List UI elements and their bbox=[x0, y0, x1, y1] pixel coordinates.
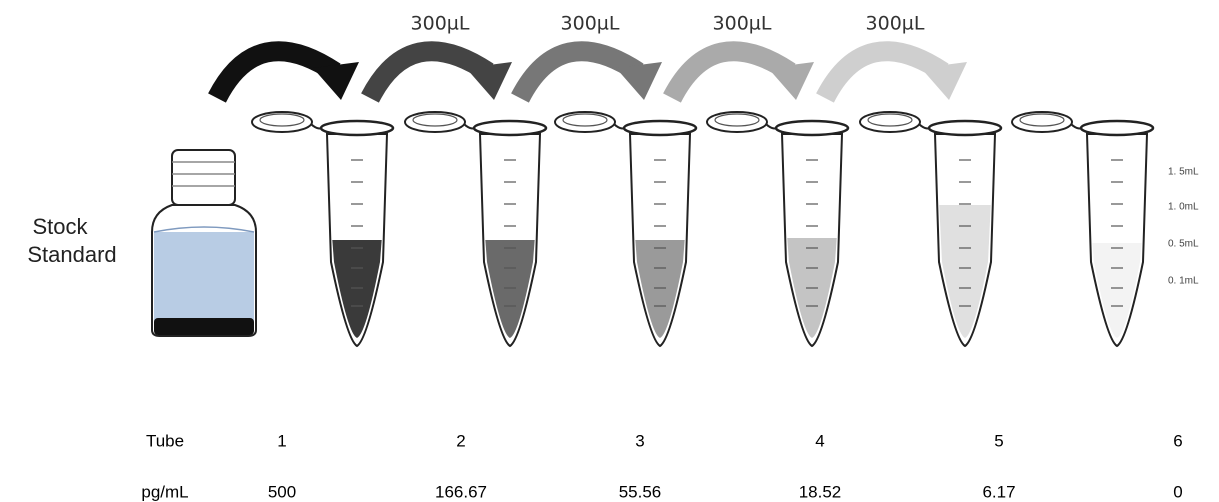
tube-cap-inner bbox=[412, 113, 458, 127]
transfer-arrow bbox=[663, 41, 814, 103]
tube bbox=[251, 111, 395, 348]
tube-cap bbox=[554, 111, 616, 133]
scale-label: 1. 5mL bbox=[1168, 167, 1199, 178]
stock-label: Stock bbox=[32, 214, 88, 239]
tube bbox=[706, 111, 850, 348]
tube-cap bbox=[706, 111, 768, 133]
tube-liquid bbox=[1092, 243, 1142, 338]
arrow-shaft bbox=[361, 41, 494, 103]
tube bbox=[404, 111, 548, 348]
tube-rim bbox=[927, 119, 1003, 137]
tube-cap bbox=[859, 111, 921, 133]
scale-label: 1. 0mL bbox=[1168, 202, 1199, 213]
arrow-shaft bbox=[816, 41, 949, 103]
transfer-label: 300µL bbox=[713, 13, 772, 35]
stock-label: Standard bbox=[27, 242, 116, 267]
concentration: 166.67 bbox=[435, 482, 487, 501]
tube-rim bbox=[622, 119, 698, 137]
transfer-arrow bbox=[511, 41, 662, 103]
tube-number: 3 bbox=[635, 431, 644, 450]
tube-cap bbox=[404, 111, 466, 133]
tube-cap-inner bbox=[259, 113, 305, 127]
transfer-label: 300µL bbox=[561, 13, 620, 35]
tube-number: 2 bbox=[456, 431, 465, 450]
scale-label: 0. 1mL bbox=[1168, 276, 1199, 287]
arrow-shaft bbox=[663, 41, 796, 103]
arrow-shaft bbox=[208, 41, 341, 103]
arrow-shaft bbox=[511, 41, 644, 103]
tube-cap-inner bbox=[562, 113, 608, 127]
tube-liquid bbox=[332, 240, 382, 338]
concentration: 0 bbox=[1173, 482, 1182, 501]
concentration: 18.52 bbox=[799, 482, 842, 501]
tube-rim bbox=[472, 119, 548, 137]
transfer-arrow bbox=[361, 41, 512, 103]
concentration: 6.17 bbox=[982, 482, 1015, 501]
tube-cap bbox=[251, 111, 313, 133]
row-header: pg/mL bbox=[141, 482, 188, 501]
tube bbox=[554, 111, 698, 348]
transfer-arrow bbox=[208, 41, 359, 103]
tube-liquid bbox=[635, 240, 685, 338]
arrow-head bbox=[616, 62, 662, 100]
tube bbox=[859, 111, 1003, 348]
tube-liquid bbox=[939, 205, 991, 338]
arrow-head bbox=[768, 62, 814, 100]
transfer-label: 300µL bbox=[411, 13, 470, 35]
tube-rim bbox=[1079, 119, 1155, 137]
tube-liquid bbox=[485, 240, 535, 338]
row-header: Tube bbox=[146, 431, 184, 450]
scale-label: 0. 5mL bbox=[1168, 239, 1199, 250]
arrow-head bbox=[313, 62, 359, 100]
transfer-arrow bbox=[816, 41, 967, 103]
concentration: 55.56 bbox=[619, 482, 662, 501]
concentration: 500 bbox=[268, 482, 296, 501]
tube-cap-inner bbox=[714, 113, 760, 127]
tube-cap-inner bbox=[1019, 113, 1065, 127]
tube-cap bbox=[1011, 111, 1073, 133]
tube-number: 5 bbox=[994, 431, 1003, 450]
tube-rim bbox=[774, 119, 850, 137]
transfer-label: 300µL bbox=[866, 13, 925, 35]
stock-bottle bbox=[151, 149, 257, 337]
tube-cap-inner bbox=[867, 113, 913, 127]
tube bbox=[1011, 111, 1155, 348]
tube-rim bbox=[319, 119, 395, 137]
tube-number: 1 bbox=[277, 431, 286, 450]
arrow-head bbox=[921, 62, 967, 100]
tube-number: 6 bbox=[1173, 431, 1182, 450]
arrow-head bbox=[466, 62, 512, 100]
tube-number: 4 bbox=[815, 431, 824, 450]
